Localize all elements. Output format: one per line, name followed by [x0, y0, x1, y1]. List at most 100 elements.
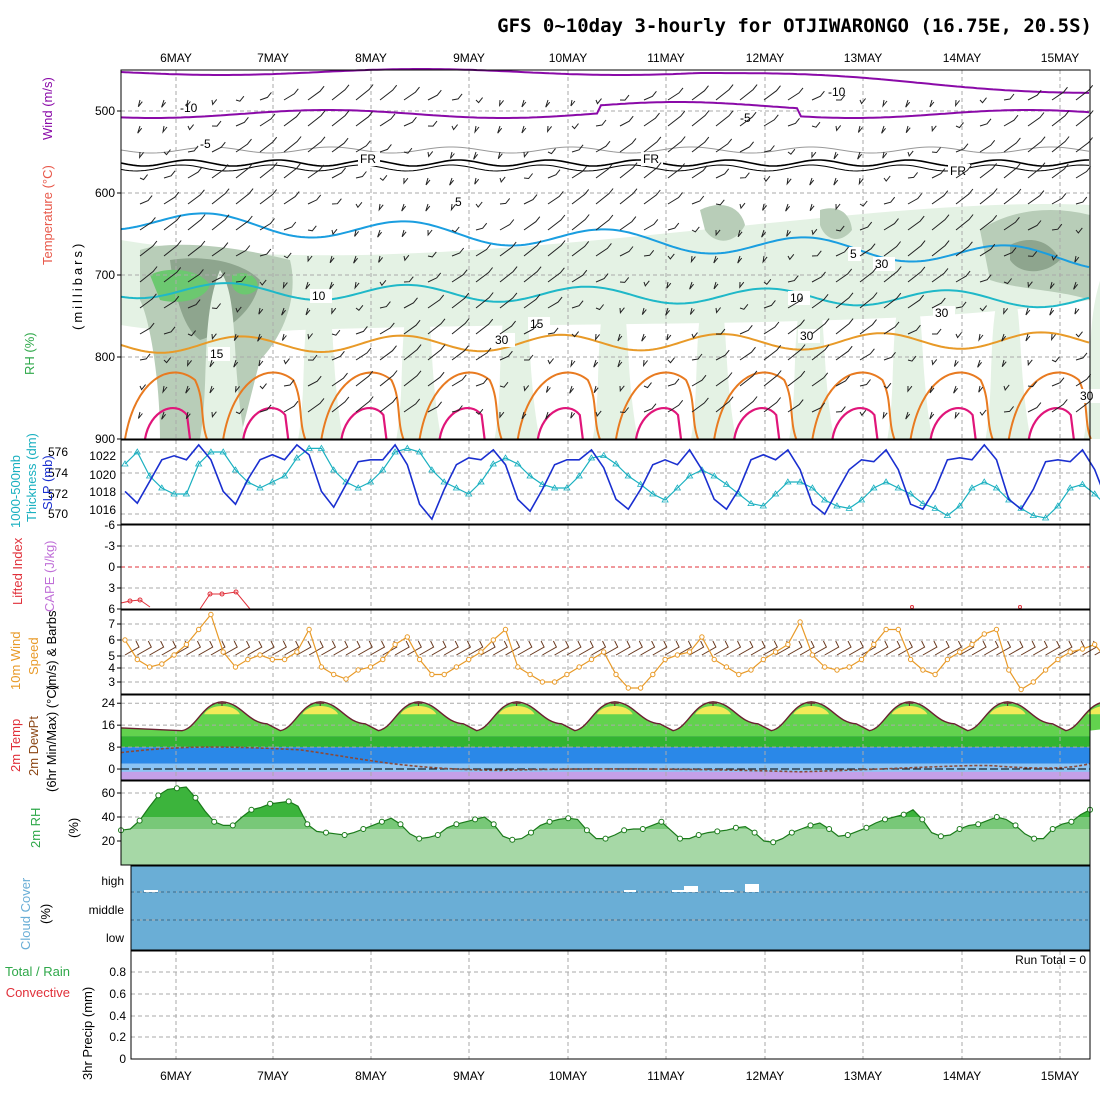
wind-barb	[185, 99, 191, 107]
wind-barb	[715, 110, 734, 127]
thickness-point	[759, 502, 768, 509]
wind-barb	[283, 252, 292, 259]
wind-barb	[521, 411, 527, 420]
wind-barb	[979, 274, 992, 283]
wind-barb	[451, 405, 463, 413]
wind-barb	[1049, 281, 1055, 289]
wind-barb	[978, 333, 984, 342]
wind-barb	[1003, 406, 1014, 413]
thickness-point	[600, 451, 608, 458]
precip-ticks: 0.8 0.6 0.4 0.2 0	[109, 965, 126, 1066]
cloud-mark	[144, 890, 158, 892]
surface-barb	[124, 640, 140, 656]
wind-speed-point	[380, 656, 386, 663]
surface-barb	[996, 640, 1012, 656]
surface-barb	[480, 640, 496, 656]
wind-barb	[163, 326, 176, 335]
wind-barb	[619, 115, 634, 127]
surface-barb	[1045, 640, 1061, 656]
max-marker	[610, 702, 619, 706]
wind-barb	[619, 385, 625, 393]
wind-barb	[307, 354, 318, 361]
wind-barb	[187, 189, 205, 205]
wind-barb	[931, 190, 949, 205]
wind-barb	[1074, 307, 1080, 315]
wind-barb	[570, 411, 576, 419]
wind-barb	[283, 162, 302, 179]
cloud-label: Cloud Cover	[18, 877, 33, 950]
wind-barb	[449, 177, 454, 186]
wind-barb	[307, 194, 322, 205]
wind-barb	[643, 382, 652, 389]
cloud-mark	[684, 886, 698, 892]
wind-speed-point	[969, 641, 975, 648]
contour-label: 15	[210, 347, 224, 361]
surface-barb	[812, 640, 828, 656]
wind-barb	[835, 268, 853, 283]
wind-barb	[307, 85, 325, 101]
surface-barb	[345, 640, 361, 656]
cloud-mark	[624, 890, 636, 892]
wind-barb	[427, 251, 437, 258]
wind-barb	[595, 188, 614, 205]
thickness-tick: 572	[48, 487, 68, 501]
wind-barb	[139, 174, 148, 181]
thickness-point	[207, 448, 215, 455]
wind-barb	[211, 99, 218, 106]
wind-speed-point	[539, 679, 546, 685]
wind-barb	[378, 255, 383, 263]
rh-panel-frame	[120, 780, 1091, 866]
rh-panel: 60 40 20 2m RH (%)	[28, 780, 1093, 866]
surface-barb	[370, 640, 386, 656]
tick-label: 800	[95, 350, 115, 364]
contour-label: 30	[800, 329, 814, 343]
rh-point	[714, 828, 721, 835]
thickness-point	[722, 480, 731, 487]
wind-barb	[331, 307, 337, 315]
rh-mid-patch	[700, 205, 745, 241]
wind-barb	[1001, 359, 1007, 368]
wind-barb	[667, 357, 675, 364]
wind-barb	[305, 307, 311, 316]
wind-barb	[811, 90, 825, 101]
wind-barb	[883, 321, 900, 335]
wind-barb	[571, 300, 584, 309]
contour-10	[120, 282, 1090, 309]
contour-20	[909, 371, 994, 440]
surface-barb	[738, 640, 754, 656]
rh-point	[472, 816, 479, 823]
wind-barb	[978, 385, 984, 393]
wind-barb	[715, 229, 721, 237]
thickness-point	[133, 448, 141, 455]
chart-title: GFS 0~10day 3-hourly for OTJIWARONGO (16…	[497, 15, 1092, 37]
thickness-point	[661, 496, 669, 503]
surface-barb	[419, 640, 435, 656]
temp-peak	[204, 705, 240, 715]
wind-barb	[739, 346, 756, 361]
temp-line	[120, 701, 1100, 732]
contour-label-bg	[198, 137, 220, 151]
contour-label-bg	[948, 164, 970, 178]
wind-speed-point	[944, 656, 951, 663]
wind-barb	[835, 318, 854, 335]
wind-barb	[715, 349, 730, 361]
surface-barb	[493, 640, 508, 656]
rh-point	[173, 785, 180, 792]
wind-barb	[451, 374, 467, 387]
surface-barb	[799, 640, 815, 656]
temp-peak	[793, 705, 830, 715]
thickness-point	[526, 472, 534, 479]
wind-barb	[547, 267, 565, 283]
precip-panel: 0.8 0.6 0.4 0.2 0 Total / Rain Convective 3h…	[5, 950, 1091, 1080]
surface-barb	[910, 640, 926, 656]
wind-barb	[763, 145, 775, 153]
contour-20	[1007, 371, 1092, 440]
precip-conv-label: Convective	[6, 985, 70, 1000]
wind-barb	[497, 151, 503, 160]
wind-barb	[955, 332, 962, 339]
wind-barb	[425, 203, 431, 212]
date-tick-top: 8MAY	[355, 51, 387, 65]
li-point	[233, 589, 239, 595]
surface-barb	[468, 640, 484, 656]
precip-panel-bg	[131, 951, 1090, 1059]
